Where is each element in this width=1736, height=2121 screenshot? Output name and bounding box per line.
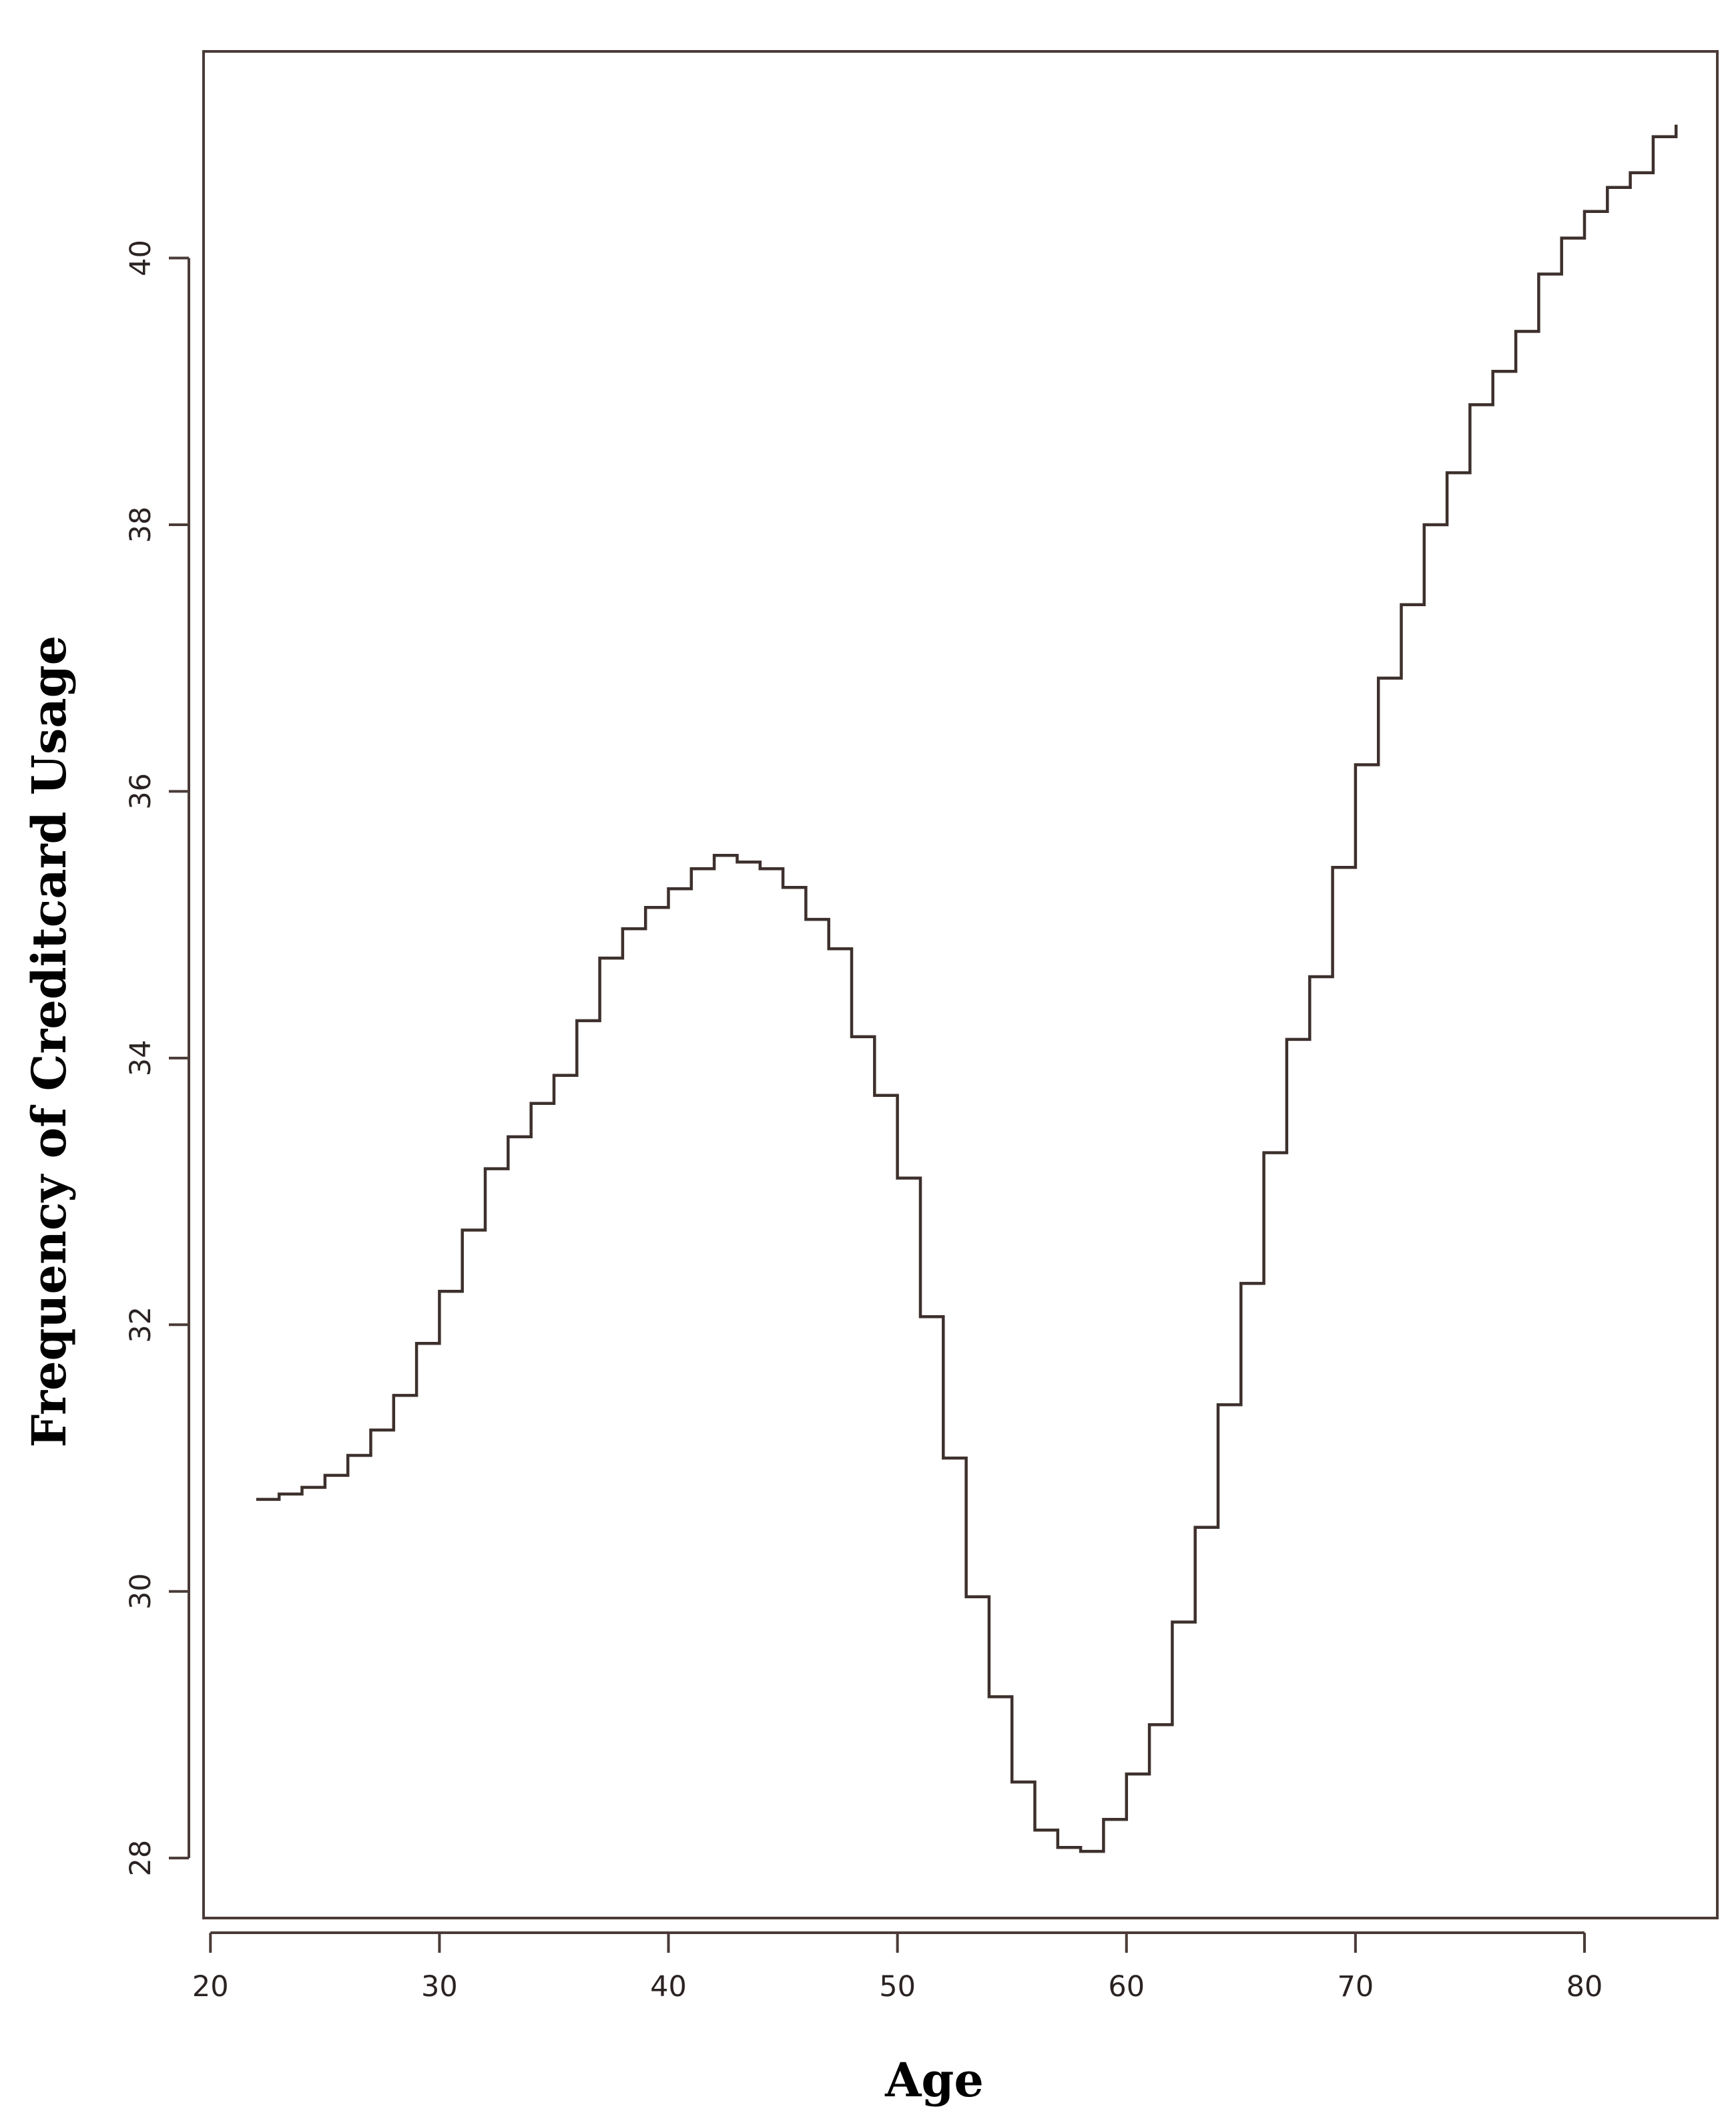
- y-axis-title: Frequency of Creditcard Usage: [21, 636, 77, 1447]
- y-tick-label: 38: [124, 507, 158, 543]
- x-tick-label: 40: [650, 1970, 687, 2004]
- x-tick-label: 20: [192, 1970, 229, 2004]
- x-tick-label: 30: [421, 1970, 458, 2004]
- y-tick-label: 40: [124, 240, 158, 276]
- y-axis: 28 30 32 34 36 38 40: [124, 240, 190, 1877]
- y-tick-label: 30: [124, 1573, 158, 1610]
- x-axis-title: Age: [884, 2052, 984, 2108]
- x-tick-label: 50: [879, 1970, 916, 2004]
- x-tick-label: 80: [1566, 1970, 1603, 2004]
- x-axis: 20 30 40 50 60 70 80: [192, 1931, 1603, 2004]
- series-layer: [256, 124, 1678, 1853]
- x-tick-label: 60: [1108, 1970, 1145, 2004]
- x-tick-label: 70: [1338, 1970, 1374, 2004]
- y-tick-label: 32: [124, 1307, 158, 1343]
- y-tick-label: 36: [124, 773, 158, 810]
- y-tick-label: 34: [124, 1039, 158, 1076]
- plot-frame: [202, 50, 1719, 1919]
- series-line: [256, 124, 1678, 1853]
- y-tick-label: 28: [124, 1840, 158, 1877]
